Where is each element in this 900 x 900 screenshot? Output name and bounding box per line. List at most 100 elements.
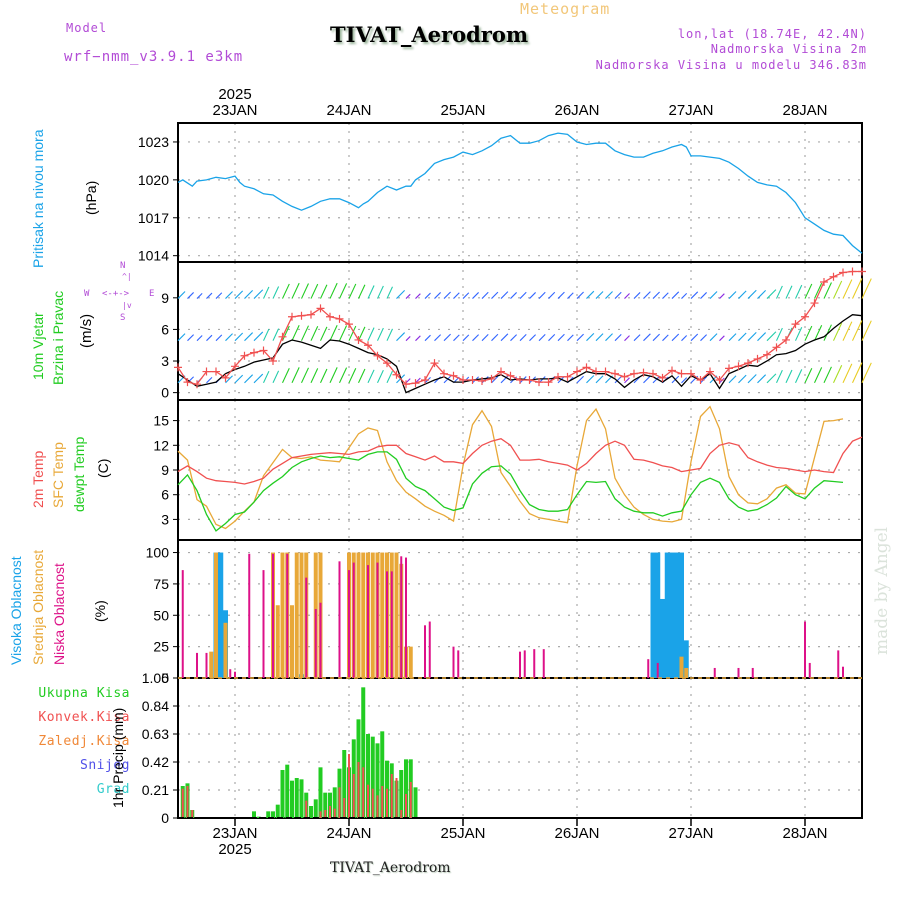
conv-precip-bar bbox=[324, 810, 327, 818]
wind-arrow bbox=[814, 325, 823, 341]
wind-arrow bbox=[576, 375, 584, 384]
conv-precip-bar bbox=[376, 795, 379, 818]
wind-arrow bbox=[586, 332, 595, 342]
wind-arrow bbox=[624, 293, 630, 299]
wind-arrow bbox=[595, 291, 604, 299]
gust-marker bbox=[563, 372, 572, 381]
x-tick-label-bottom: 23JAN bbox=[212, 825, 257, 842]
total-precip-bar bbox=[399, 770, 404, 818]
wind-arrow bbox=[861, 362, 872, 384]
wind-arrow bbox=[776, 285, 783, 299]
wind-arrow bbox=[282, 367, 290, 384]
model-elevation: Nadmorska Visina u modelu 346.83m bbox=[595, 58, 867, 72]
gust-marker bbox=[658, 373, 667, 382]
temp-2m-line bbox=[177, 436, 863, 485]
compass-icon: W <-+-> E N S ^| |v bbox=[84, 261, 155, 323]
conv-precip-bar bbox=[400, 810, 403, 818]
wind-arrow bbox=[662, 292, 669, 299]
wind-arrow bbox=[747, 374, 757, 384]
cloud-bar bbox=[234, 671, 236, 678]
gust-marker bbox=[525, 375, 534, 384]
y-tick-label: 100 bbox=[146, 545, 170, 561]
wind-arrow bbox=[310, 326, 319, 341]
wind-arrow bbox=[415, 293, 421, 299]
gust-marker bbox=[582, 363, 591, 372]
wind-arrow bbox=[852, 278, 863, 299]
cloud-bar bbox=[299, 552, 304, 678]
wind-arrow bbox=[348, 367, 357, 384]
wind-arrow bbox=[652, 375, 660, 384]
cloud-bar bbox=[214, 552, 218, 678]
wind-arrow bbox=[643, 291, 651, 299]
gust-marker bbox=[687, 369, 695, 378]
gust-marker bbox=[231, 362, 239, 371]
x-tick-label-top: 23JAN bbox=[212, 102, 257, 119]
wind-arrow bbox=[557, 333, 565, 342]
compass-n: N bbox=[120, 261, 126, 271]
x-tick-label-top: 25JAN bbox=[440, 102, 485, 119]
wind-arrow bbox=[253, 289, 264, 299]
wind-arrow bbox=[643, 333, 651, 342]
wind-arrow bbox=[348, 283, 357, 299]
wind-arrow bbox=[310, 283, 319, 299]
gust-marker bbox=[174, 363, 182, 372]
gust-marker bbox=[639, 368, 648, 377]
y-tick-label: 0 bbox=[161, 385, 169, 401]
wind-arrow bbox=[253, 373, 264, 384]
total-precip-bar bbox=[275, 804, 280, 818]
wind-arrow bbox=[529, 334, 536, 342]
wind-arrow bbox=[804, 283, 813, 299]
gust-marker bbox=[345, 320, 353, 329]
total-precip-bar bbox=[294, 778, 299, 818]
cloud-bar bbox=[319, 602, 322, 678]
wind-arrow bbox=[491, 333, 499, 342]
wind-arrow bbox=[766, 331, 777, 342]
total-precip-bar bbox=[361, 687, 366, 818]
gust-marker bbox=[734, 362, 743, 371]
wind-arrow bbox=[415, 377, 421, 384]
cloud-bar bbox=[751, 667, 754, 678]
gust-marker bbox=[630, 369, 638, 378]
cloud-bar bbox=[218, 552, 224, 678]
wind-arrow bbox=[500, 375, 509, 384]
gust-marker bbox=[487, 374, 496, 383]
wind-arrow bbox=[253, 331, 264, 342]
gust-marker bbox=[402, 380, 410, 389]
wind-arrow bbox=[225, 333, 233, 342]
cloud-bar bbox=[196, 652, 198, 678]
y-tick-label: 9 bbox=[161, 290, 169, 306]
x-tick-label-top: 26JAN bbox=[554, 102, 599, 119]
cloud-bar bbox=[660, 598, 665, 678]
gust-marker bbox=[212, 367, 220, 376]
gust-marker bbox=[221, 373, 230, 382]
gust-marker bbox=[459, 375, 467, 384]
wind-arrow bbox=[263, 286, 270, 299]
wind-arrow bbox=[643, 375, 651, 384]
gust-marker bbox=[411, 379, 420, 388]
wind-arrow bbox=[747, 332, 757, 342]
total-precip-bar bbox=[318, 767, 323, 818]
cloud-bar bbox=[352, 562, 355, 678]
wind-arrow bbox=[472, 334, 479, 342]
total-precip-bar bbox=[299, 779, 304, 818]
wind-arrow bbox=[320, 284, 328, 299]
wind-arrow bbox=[443, 333, 451, 342]
wind-arrow bbox=[519, 291, 527, 299]
wind-arrow bbox=[282, 325, 290, 341]
wind-arrow bbox=[453, 334, 460, 342]
wind-arrow bbox=[804, 325, 813, 341]
gust-marker bbox=[601, 367, 610, 376]
wind-arrow bbox=[690, 333, 699, 342]
y-tick-label: 3 bbox=[161, 511, 169, 527]
wind-arrow bbox=[738, 332, 747, 342]
total-precip-bar bbox=[380, 731, 385, 818]
wind-arrow bbox=[472, 292, 479, 299]
wind-arrow bbox=[500, 291, 509, 299]
wind-arrow bbox=[795, 327, 803, 341]
wind-arrow bbox=[576, 291, 584, 299]
wind-arrow bbox=[481, 291, 489, 299]
station-elevation: Nadmorska Visina 2m bbox=[710, 42, 867, 56]
wind-arrow bbox=[576, 333, 584, 342]
wind-arrow bbox=[339, 283, 348, 299]
wind-arrow bbox=[852, 320, 863, 341]
